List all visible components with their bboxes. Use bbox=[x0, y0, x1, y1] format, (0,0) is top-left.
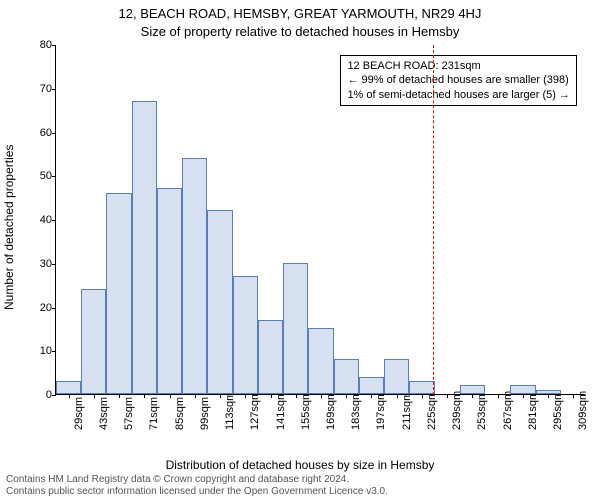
info-line-3: 1% of semi-detached houses are larger (5… bbox=[347, 88, 570, 102]
x-tick-label: 141sqm bbox=[275, 391, 287, 430]
x-tick-mark bbox=[245, 394, 246, 398]
x-tick-mark bbox=[119, 394, 120, 398]
histogram-bar bbox=[157, 188, 182, 394]
x-tick-label: 309sqm bbox=[577, 391, 589, 430]
info-line-2: ← 99% of detached houses are smaller (39… bbox=[347, 73, 570, 87]
histogram-bar bbox=[359, 377, 384, 395]
x-tick-mark bbox=[69, 394, 70, 398]
x-tick-label: 85sqm bbox=[174, 397, 186, 430]
x-tick-mark bbox=[498, 394, 499, 398]
x-tick-label: 197sqm bbox=[375, 391, 387, 430]
footer-line-1: Contains HM Land Registry data © Crown c… bbox=[6, 474, 594, 486]
y-tick-mark bbox=[52, 176, 56, 177]
footer-line-2: Contains public sector information licen… bbox=[6, 486, 594, 498]
x-tick-label: 225sqm bbox=[426, 391, 438, 430]
x-tick-mark bbox=[94, 394, 95, 398]
y-tick-mark bbox=[52, 220, 56, 221]
histogram-bar bbox=[283, 263, 308, 394]
x-tick-mark bbox=[170, 394, 171, 398]
histogram-bar bbox=[233, 276, 258, 394]
y-axis-label: Number of detached properties bbox=[2, 145, 16, 310]
title-line-2: Size of property relative to detached ho… bbox=[0, 24, 600, 39]
x-tick-mark bbox=[296, 394, 297, 398]
y-tick-label: 50 bbox=[26, 170, 52, 182]
histogram-bar bbox=[258, 320, 283, 394]
x-tick-mark bbox=[321, 394, 322, 398]
histogram-bar bbox=[182, 158, 207, 394]
y-tick-mark bbox=[52, 89, 56, 90]
x-tick-label: 113sqm bbox=[224, 392, 236, 430]
y-tick-label: 10 bbox=[26, 345, 52, 357]
x-tick-mark bbox=[548, 394, 549, 398]
marker-line bbox=[433, 45, 434, 395]
x-tick-label: 169sqm bbox=[325, 391, 337, 430]
y-tick-mark bbox=[52, 308, 56, 309]
plot-area: 12 BEACH ROAD: 231sqm ← 99% of detached … bbox=[55, 45, 585, 395]
y-tick-mark bbox=[52, 351, 56, 352]
y-tick-label: 20 bbox=[26, 302, 52, 314]
histogram-bar bbox=[81, 289, 106, 394]
title-line-1: 12, BEACH ROAD, HEMSBY, GREAT YARMOUTH, … bbox=[0, 6, 600, 21]
histogram-bar bbox=[510, 385, 535, 394]
y-tick-label: 40 bbox=[26, 214, 52, 226]
footer: Contains HM Land Registry data © Crown c… bbox=[6, 474, 594, 498]
histogram-bar bbox=[56, 381, 81, 394]
x-tick-mark bbox=[397, 394, 398, 398]
x-tick-mark bbox=[523, 394, 524, 398]
histogram-bar bbox=[409, 381, 434, 394]
y-tick-label: 70 bbox=[26, 83, 52, 95]
y-tick-mark bbox=[52, 133, 56, 134]
x-tick-label: 267sqm bbox=[502, 391, 514, 430]
x-tick-label: 253sqm bbox=[476, 391, 488, 430]
x-tick-label: 29sqm bbox=[73, 397, 85, 430]
histogram-bar bbox=[384, 359, 409, 394]
y-tick-mark bbox=[52, 264, 56, 265]
x-tick-label: 127sqm bbox=[249, 391, 261, 430]
x-tick-mark bbox=[371, 394, 372, 398]
y-tick-mark bbox=[52, 395, 56, 396]
x-tick-label: 99sqm bbox=[199, 397, 211, 430]
histogram-bar bbox=[536, 390, 561, 394]
y-tick-label: 30 bbox=[26, 258, 52, 270]
x-tick-mark bbox=[220, 394, 221, 398]
x-tick-mark bbox=[144, 394, 145, 398]
x-tick-label: 57sqm bbox=[123, 397, 135, 430]
x-tick-label: 71sqm bbox=[148, 397, 160, 430]
info-line-1: 12 BEACH ROAD: 231sqm bbox=[347, 59, 570, 73]
histogram-bar bbox=[207, 210, 232, 394]
histogram-bar bbox=[132, 101, 157, 394]
y-tick-label: 60 bbox=[26, 127, 52, 139]
x-tick-mark bbox=[422, 394, 423, 398]
x-tick-label: 295sqm bbox=[552, 391, 564, 430]
x-tick-mark bbox=[472, 394, 473, 398]
histogram-bar bbox=[334, 359, 359, 394]
histogram-bar bbox=[106, 193, 131, 394]
histogram-bar bbox=[460, 385, 485, 394]
x-tick-mark bbox=[271, 394, 272, 398]
y-tick-label: 0 bbox=[26, 389, 52, 401]
x-tick-mark bbox=[573, 394, 574, 398]
x-tick-mark bbox=[346, 394, 347, 398]
x-tick-label: 155sqm bbox=[300, 391, 312, 430]
x-tick-label: 281sqm bbox=[527, 391, 539, 430]
y-tick-label: 80 bbox=[26, 39, 52, 51]
histogram-bar bbox=[308, 328, 333, 394]
x-tick-label: 43sqm bbox=[98, 397, 110, 430]
x-tick-label: 239sqm bbox=[451, 391, 463, 430]
x-axis-label: Distribution of detached houses by size … bbox=[0, 458, 600, 472]
info-box: 12 BEACH ROAD: 231sqm ← 99% of detached … bbox=[340, 55, 577, 106]
x-tick-label: 183sqm bbox=[350, 391, 362, 430]
x-tick-mark bbox=[447, 394, 448, 398]
x-tick-label: 211sqm bbox=[401, 392, 413, 430]
chart-container: 12, BEACH ROAD, HEMSBY, GREAT YARMOUTH, … bbox=[0, 0, 600, 500]
x-tick-mark bbox=[195, 394, 196, 398]
y-tick-mark bbox=[52, 45, 56, 46]
